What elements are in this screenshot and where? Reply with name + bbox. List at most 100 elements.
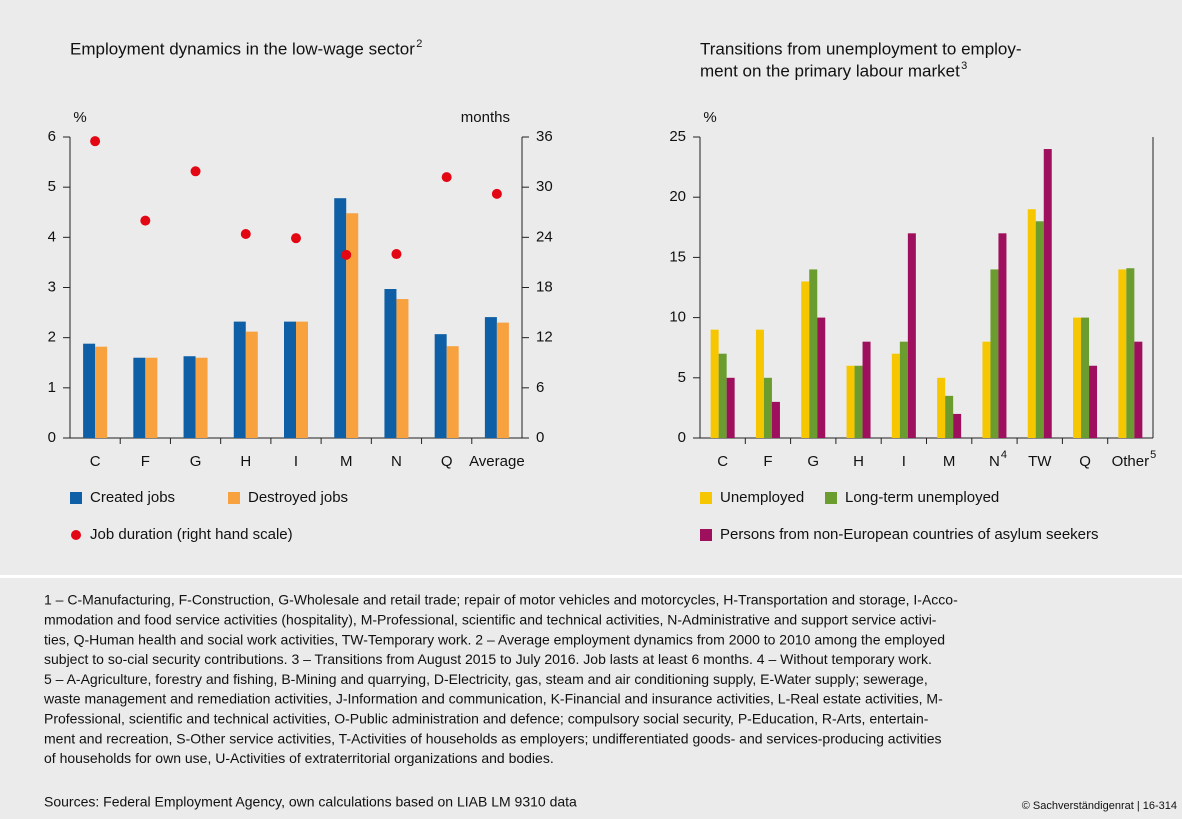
category-note: 5: [1150, 449, 1156, 461]
footnote: of households for own use, U-Activities …: [44, 750, 554, 766]
x-tick-label: I: [294, 453, 298, 470]
copyright: © Sachverständigenrat | 16-314: [1022, 800, 1177, 812]
y-tick-label: 4: [48, 228, 56, 245]
y-tick-label: 5: [48, 178, 56, 195]
y2-tick-label: 36: [536, 128, 553, 145]
bar: [998, 233, 1007, 438]
bar: [1027, 209, 1036, 438]
y-tick-label: 10: [669, 309, 686, 326]
bar: [1089, 365, 1098, 438]
bar: [1043, 149, 1052, 439]
dot: [140, 215, 151, 226]
y-tick-label: 5: [678, 369, 686, 386]
x-tick-label: M: [340, 453, 353, 470]
bar: [233, 321, 246, 438]
x-tick-label: Other: [1112, 453, 1150, 470]
dot: [391, 249, 402, 260]
y-tick-label: 25: [669, 128, 686, 145]
x-tick-label: F: [141, 453, 150, 470]
bar: [1081, 317, 1090, 438]
bar: [755, 329, 764, 438]
y2-tick-label: 24: [536, 228, 553, 245]
bar: [846, 365, 855, 438]
x-tick-label: Q: [1079, 453, 1091, 470]
y2-tick-label: 30: [536, 178, 553, 195]
bar: [763, 377, 772, 438]
dot: [441, 172, 452, 183]
bar: [145, 357, 158, 438]
chart-title: Transitions from unemployment to employ-: [700, 39, 1022, 58]
bar: [195, 357, 208, 438]
bar: [817, 317, 826, 438]
bar: [771, 401, 780, 438]
legend-symbol: [70, 492, 82, 504]
y-axis-label: %: [73, 109, 86, 126]
bar: [484, 317, 497, 438]
footnote: Professional, scientific and technical a…: [44, 711, 929, 727]
bar: [133, 357, 146, 438]
y-tick-label: 3: [48, 278, 56, 295]
bar: [1126, 268, 1135, 438]
bar: [496, 322, 509, 438]
y-tick-label: 15: [669, 248, 686, 265]
source: Sources: Federal Employment Agency, own …: [44, 794, 577, 810]
bar: [183, 356, 196, 438]
x-tick-label: H: [853, 453, 864, 470]
bar: [891, 353, 900, 438]
bar: [899, 341, 908, 438]
footnote: ment and recreation, S-Other service act…: [44, 730, 941, 746]
x-tick-label: C: [90, 453, 101, 470]
footnote: 1 – C-Manufacturing, F-Construction, G-W…: [44, 592, 958, 608]
dot: [190, 166, 201, 177]
footnote: mmodation and food service activities (h…: [44, 612, 937, 628]
dot: [491, 188, 502, 199]
bar: [1118, 269, 1127, 438]
x-tick-label: N: [989, 453, 1000, 470]
y-tick-label: 1: [48, 379, 56, 396]
bar: [937, 377, 946, 438]
bar: [1134, 341, 1143, 438]
dot: [90, 136, 101, 147]
y2-axis-label: months: [461, 109, 510, 126]
y-tick-label: 0: [48, 429, 56, 446]
y2-tick-label: 12: [536, 329, 553, 346]
bar: [95, 346, 108, 438]
bar: [434, 334, 447, 438]
bar: [334, 198, 347, 438]
bar: [83, 343, 96, 438]
dot: [240, 228, 251, 239]
chart-title: Employment dynamics in the low-wage sect…: [70, 39, 415, 58]
bar: [726, 377, 735, 438]
legend-label: Created jobs: [90, 489, 175, 506]
x-tick-label: I: [902, 453, 906, 470]
title-note: 2: [416, 38, 422, 50]
legend-label: Destroyed jobs: [248, 489, 348, 506]
category-note: 4: [1001, 449, 1007, 461]
y2-tick-label: 6: [536, 379, 544, 396]
bar: [446, 346, 459, 438]
y-tick-label: 20: [669, 188, 686, 205]
x-tick-label: Average: [469, 453, 525, 470]
bar: [1035, 221, 1044, 438]
x-tick-label: M: [943, 453, 956, 470]
bar: [396, 299, 409, 438]
legend-label: Unemployed: [720, 489, 804, 506]
y-tick-label: 0: [678, 429, 686, 446]
legend-label: Long-term unemployed: [845, 489, 999, 506]
chart-title: ment on the primary labour market: [700, 61, 960, 80]
bar: [945, 395, 954, 438]
dot: [291, 233, 301, 244]
bar: [990, 269, 999, 438]
bar: [384, 289, 397, 438]
x-tick-label: N: [391, 453, 402, 470]
x-tick-label: H: [240, 453, 251, 470]
bar: [245, 331, 258, 438]
bar: [907, 233, 916, 438]
x-tick-label: TW: [1028, 453, 1052, 470]
legend-symbol: [700, 529, 712, 541]
legend-symbol: [825, 492, 837, 504]
bar: [710, 329, 719, 438]
title-note: 3: [961, 60, 967, 72]
bar: [809, 269, 818, 438]
bar: [718, 353, 727, 438]
